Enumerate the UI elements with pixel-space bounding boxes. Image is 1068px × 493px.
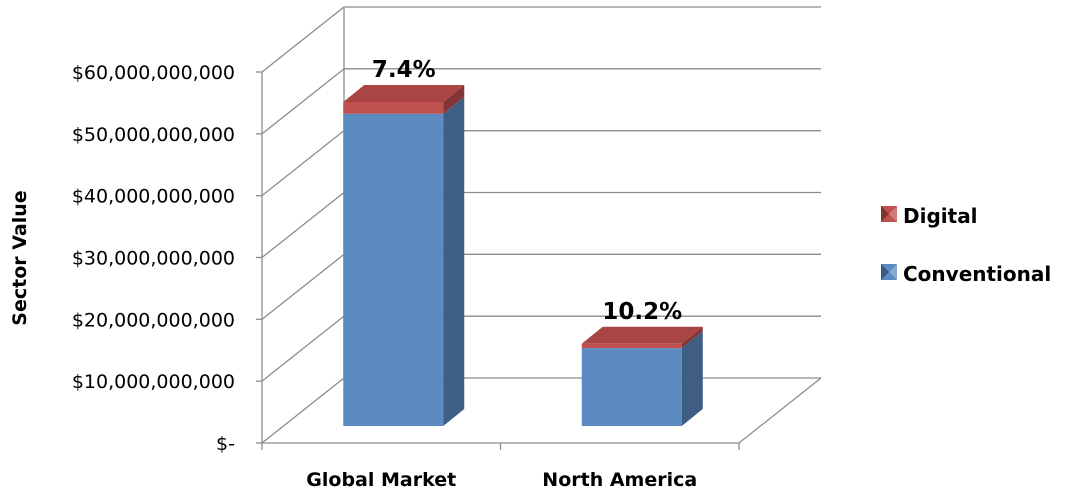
bar-conventional-front bbox=[581, 348, 682, 426]
bar-conventional-side bbox=[681, 331, 703, 426]
legend-label: Digital bbox=[903, 204, 978, 228]
gridline-diagonal bbox=[261, 253, 345, 320]
x-axis-categories: Global Market North America bbox=[306, 469, 697, 491]
data-label: 7.4% bbox=[372, 57, 436, 83]
bar-digital-side bbox=[443, 84, 465, 114]
gridline-diagonal bbox=[261, 68, 345, 135]
y-axis-ticks: $- $10,000,000,000 $20,000,000,000 $30,000,… bbox=[72, 62, 235, 455]
bars bbox=[343, 84, 703, 426]
legend: Digital Conventional bbox=[881, 204, 1051, 286]
y-axis-label: Sector Value bbox=[9, 190, 31, 325]
y-tick-label: $10,000,000,000 bbox=[72, 371, 235, 393]
gridline-diagonal bbox=[261, 130, 345, 197]
y-tick-label: $- bbox=[216, 433, 235, 455]
bar-digital-top bbox=[343, 84, 465, 102]
legend-swatch-highlight bbox=[889, 264, 897, 280]
bar-conventional-side bbox=[443, 96, 465, 426]
y-tick-label: $30,000,000,000 bbox=[72, 248, 235, 270]
y-tick-label: $60,000,000,000 bbox=[72, 62, 235, 84]
bar-digital-top bbox=[581, 326, 703, 344]
bar-digital-front bbox=[343, 101, 444, 114]
y-tick-label: $20,000,000,000 bbox=[72, 309, 235, 331]
y-tick-label: $50,000,000,000 bbox=[72, 124, 235, 146]
legend-swatch-highlight bbox=[889, 206, 897, 222]
data-labels: 7.4% 10.2% bbox=[372, 57, 682, 325]
data-label: 10.2% bbox=[602, 299, 682, 325]
x-category-label: North America bbox=[542, 469, 697, 491]
legend-item-conventional: Conventional bbox=[881, 262, 1051, 286]
bar-digital-side bbox=[681, 326, 703, 349]
x-category-label: Global Market bbox=[306, 469, 456, 491]
gridline-diagonal bbox=[261, 315, 345, 382]
gridline-diagonal bbox=[261, 6, 345, 73]
gridlines bbox=[256, 6, 821, 450]
bar-conventional-front bbox=[343, 113, 444, 426]
bar-digital-front bbox=[581, 343, 682, 349]
y-tick-label: $40,000,000,000 bbox=[72, 186, 235, 208]
legend-swatch-shade bbox=[881, 206, 889, 222]
legend-label: Conventional bbox=[903, 262, 1051, 286]
floor-right-edge bbox=[738, 377, 822, 444]
legend-swatch-shade bbox=[881, 264, 889, 280]
gridline-diagonal bbox=[261, 377, 345, 444]
gridline-diagonal bbox=[261, 191, 345, 259]
legend-item-digital: Digital bbox=[881, 204, 978, 228]
